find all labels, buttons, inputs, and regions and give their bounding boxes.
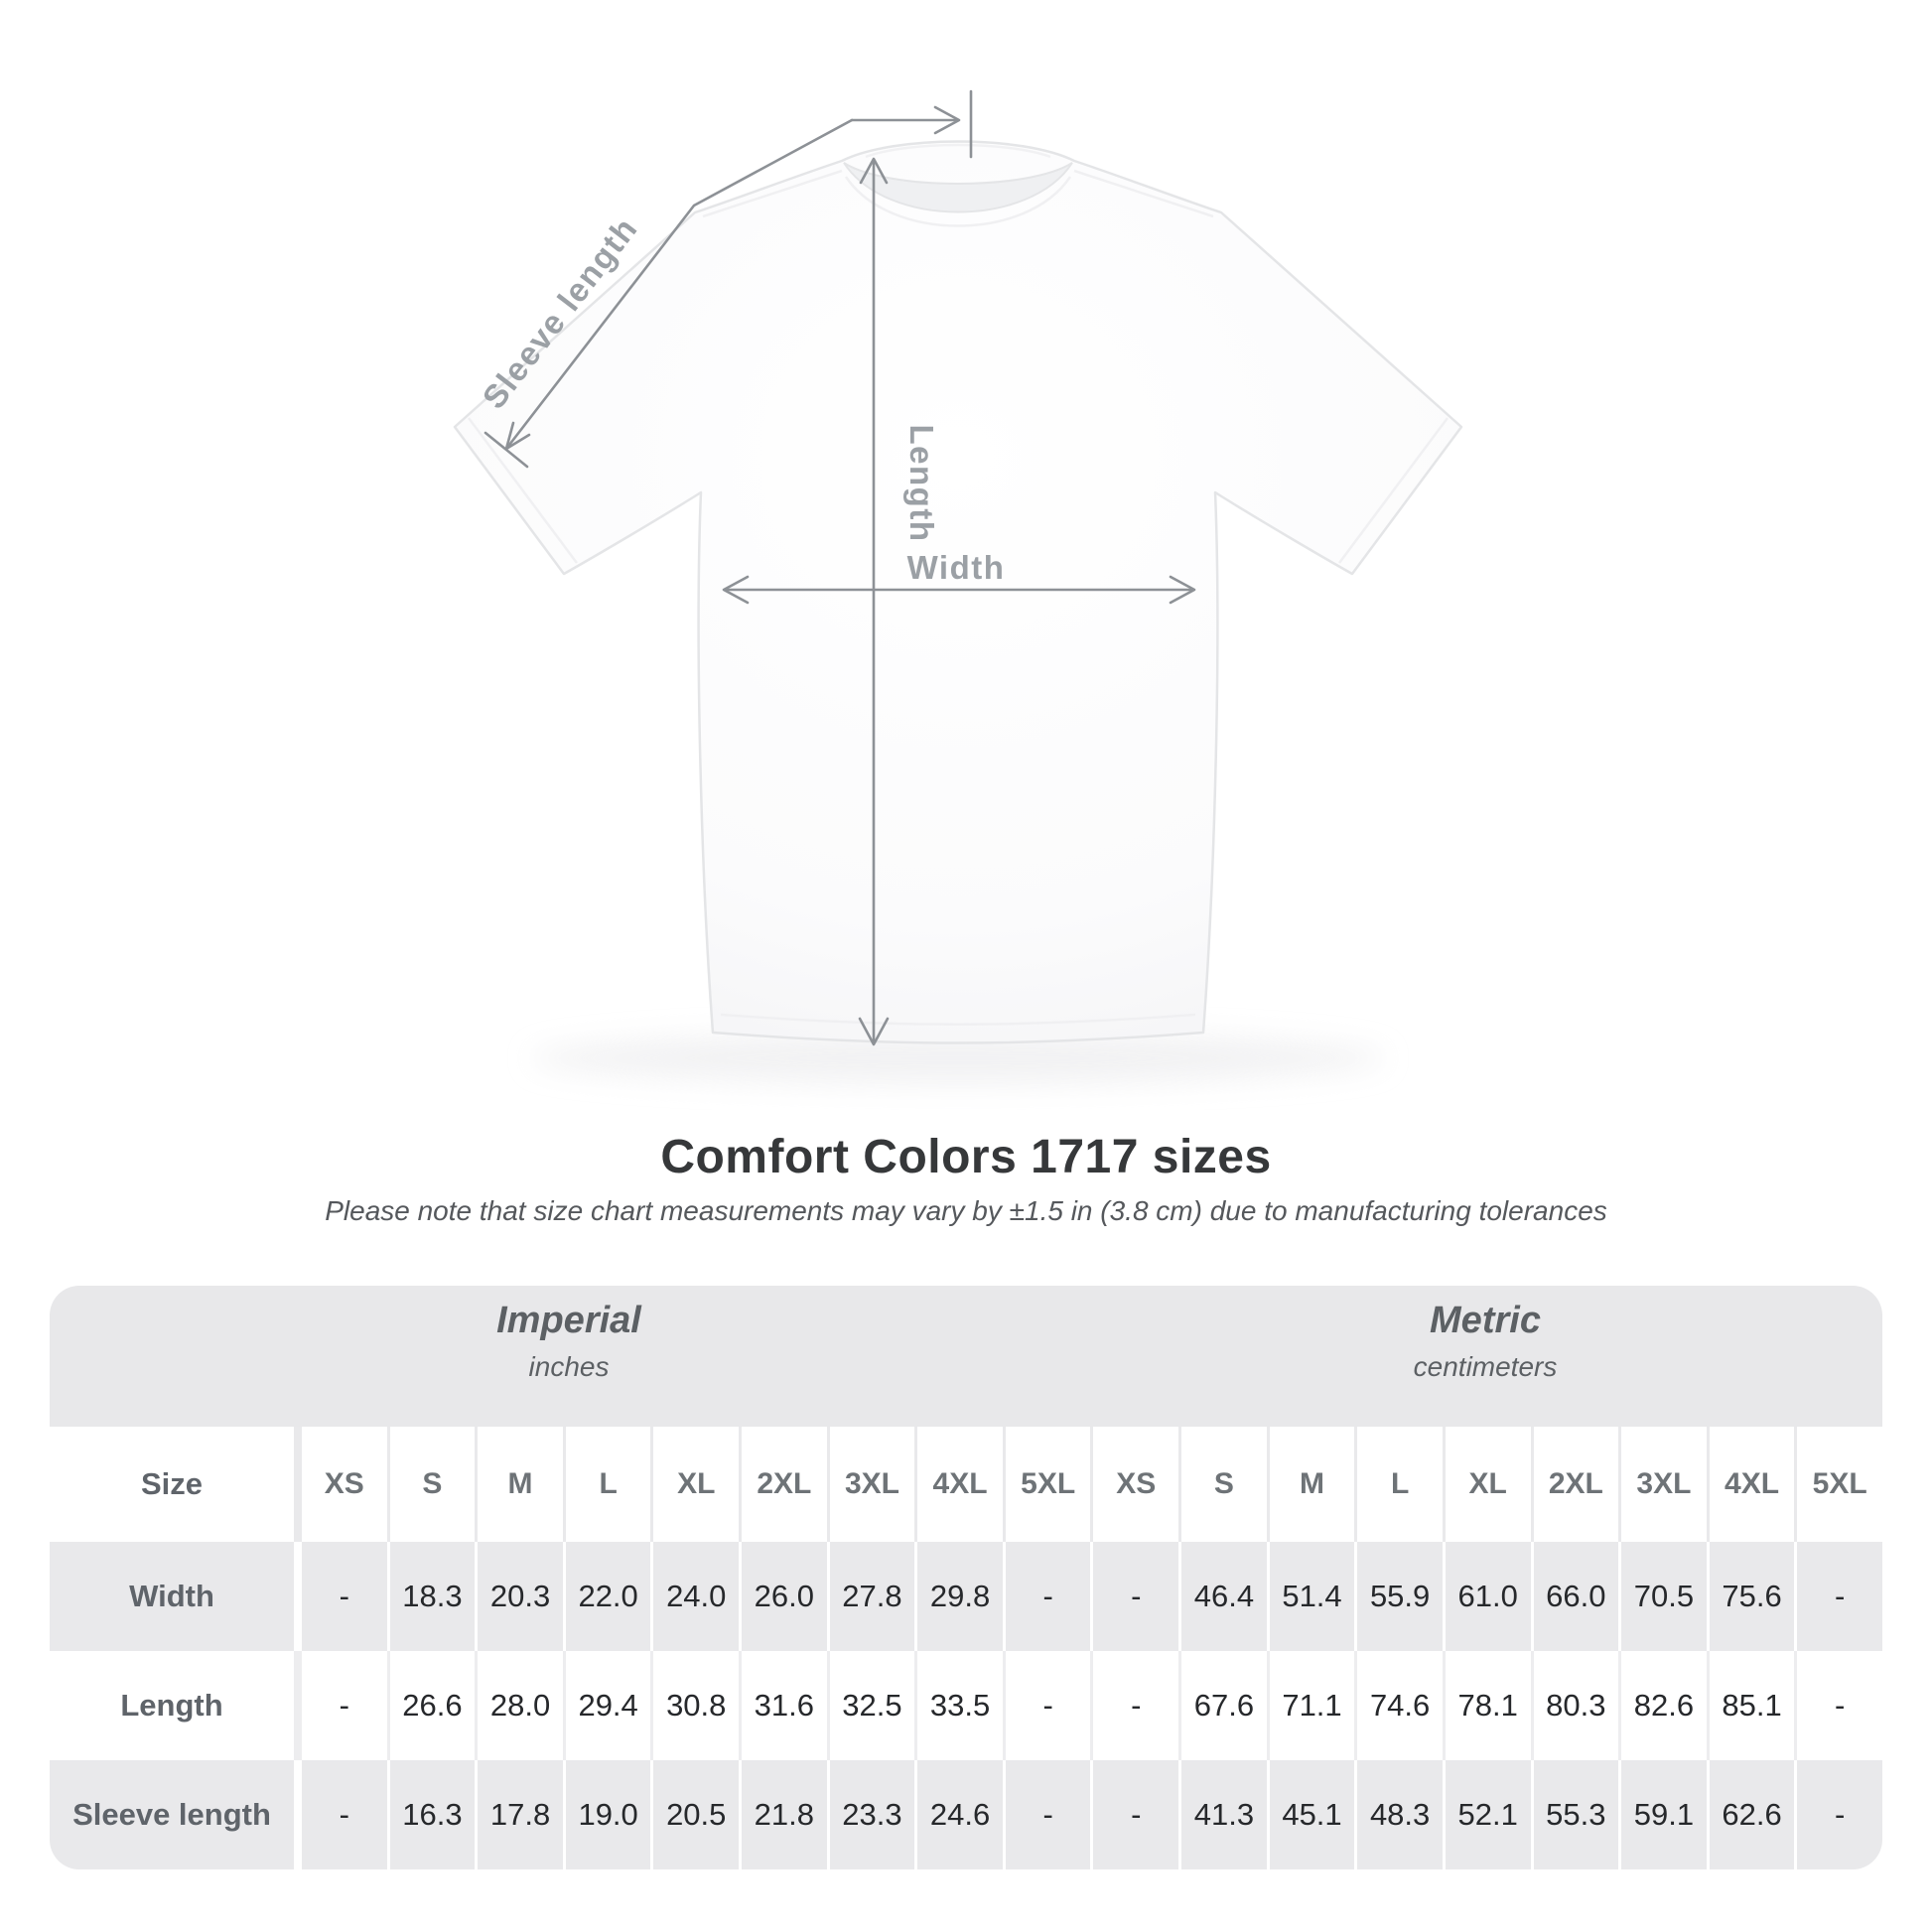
size-header-cell: M xyxy=(1266,1427,1355,1542)
length-measure-label: Length xyxy=(903,425,940,543)
value-cell: 27.8 xyxy=(826,1542,915,1651)
size-header-cell: S xyxy=(386,1427,476,1542)
value-cell: - xyxy=(1794,1760,1882,1869)
value-cell: 52.1 xyxy=(1442,1760,1531,1869)
value-cell: 30.8 xyxy=(650,1651,739,1760)
row-label: Sleeve length xyxy=(72,1797,271,1832)
size-header-cell: 3XL xyxy=(1618,1427,1707,1542)
value-cell: 82.6 xyxy=(1618,1651,1707,1760)
value-cell: - xyxy=(1090,1760,1178,1869)
value-cell: 23.3 xyxy=(826,1760,915,1869)
value-cell: 55.3 xyxy=(1530,1760,1619,1869)
value-cell: 32.5 xyxy=(826,1651,915,1760)
length-arrow xyxy=(858,157,890,1046)
metric-group-header: Metric centimeters xyxy=(1088,1286,1882,1427)
value-cell: - xyxy=(294,1651,387,1760)
value-cell: - xyxy=(1090,1542,1178,1651)
shirt-shadow xyxy=(531,1033,1385,1084)
value-cell: 46.4 xyxy=(1178,1542,1267,1651)
sleeve-length-arrow xyxy=(483,89,973,469)
value-cell: 31.6 xyxy=(739,1651,827,1760)
value-cell: 33.5 xyxy=(914,1651,1003,1760)
width-arrow xyxy=(722,575,1196,605)
value-cell: 45.1 xyxy=(1266,1760,1355,1869)
value-cell: 55.9 xyxy=(1354,1542,1443,1651)
value-cell: 19.0 xyxy=(562,1760,651,1869)
value-cell: 22.0 xyxy=(562,1542,651,1651)
value-cell: - xyxy=(294,1542,387,1651)
row-label: Length xyxy=(120,1688,223,1723)
value-cell: 66.0 xyxy=(1530,1542,1619,1651)
value-cell: 48.3 xyxy=(1354,1760,1443,1869)
size-header-cell: 2XL xyxy=(739,1427,827,1542)
table-header-row: Size XS S M L XL 2XL 3XL 4XL 5XL XS S M … xyxy=(50,1427,1882,1542)
size-header-cell: L xyxy=(562,1427,651,1542)
size-header-cell: 2XL xyxy=(1530,1427,1619,1542)
value-cell: 29.8 xyxy=(914,1542,1003,1651)
imperial-group-header: Imperial inches xyxy=(50,1286,1088,1427)
value-cell: 67.6 xyxy=(1178,1651,1267,1760)
value-cell: 41.3 xyxy=(1178,1760,1267,1869)
tshirt-shape xyxy=(453,140,1463,1044)
size-header-cell: M xyxy=(475,1427,563,1542)
size-table: Imperial inches Metric centimeters Size … xyxy=(50,1286,1882,1869)
table-row-sleeve-length: Sleeve length - 16.3 17.8 19.0 20.5 21.8… xyxy=(50,1760,1882,1869)
value-cell: 70.5 xyxy=(1618,1542,1707,1651)
value-cell: 26.6 xyxy=(386,1651,476,1760)
value-cell: 62.6 xyxy=(1706,1760,1795,1869)
value-cell: 85.1 xyxy=(1706,1651,1795,1760)
table-row-width: Width - 18.3 20.3 22.0 24.0 26.0 27.8 29… xyxy=(50,1542,1882,1651)
value-cell: - xyxy=(1794,1651,1882,1760)
tshirt-diagram: Sleeve length Length Width xyxy=(453,89,1463,1084)
size-header-cell: XL xyxy=(1442,1427,1531,1542)
imperial-sublabel: inches xyxy=(528,1351,610,1382)
value-cell: 17.8 xyxy=(475,1760,563,1869)
collar xyxy=(843,162,1073,213)
value-cell: 24.6 xyxy=(914,1760,1003,1869)
table-row-length: Length - 26.6 28.0 29.4 30.8 31.6 32.5 3… xyxy=(50,1651,1882,1760)
unit-band: Imperial inches Metric centimeters xyxy=(50,1286,1882,1427)
imperial-label: Imperial xyxy=(496,1300,641,1341)
page-title: Comfort Colors 1717 sizes xyxy=(660,1131,1272,1183)
size-header-cell: S xyxy=(1178,1427,1267,1542)
value-cell: 24.0 xyxy=(650,1542,739,1651)
metric-label: Metric xyxy=(1430,1300,1541,1341)
size-header-cell: 4XL xyxy=(914,1427,1003,1542)
size-header-cell: XS xyxy=(294,1427,387,1542)
size-header-cell: 4XL xyxy=(1706,1427,1795,1542)
value-cell: 61.0 xyxy=(1442,1542,1531,1651)
value-cell: 74.6 xyxy=(1354,1651,1443,1760)
value-cell: - xyxy=(294,1760,387,1869)
value-cell: 26.0 xyxy=(739,1542,827,1651)
value-cell: - xyxy=(1794,1542,1882,1651)
size-header-cell: L xyxy=(1354,1427,1443,1542)
value-cell: 80.3 xyxy=(1530,1651,1619,1760)
value-cell: 71.1 xyxy=(1266,1651,1355,1760)
metric-sublabel: centimeters xyxy=(1413,1351,1558,1382)
value-cell: 51.4 xyxy=(1266,1542,1355,1651)
value-cell: 20.3 xyxy=(475,1542,563,1651)
row-label: Width xyxy=(129,1579,214,1613)
value-cell: 18.3 xyxy=(386,1542,476,1651)
page-subtitle: Please note that size chart measurements… xyxy=(325,1195,1607,1226)
value-cell: 29.4 xyxy=(562,1651,651,1760)
size-header-cell: XS xyxy=(1090,1427,1178,1542)
value-cell: - xyxy=(1002,1542,1091,1651)
value-cell: 21.8 xyxy=(739,1760,827,1869)
value-cell: - xyxy=(1002,1651,1091,1760)
value-cell: 75.6 xyxy=(1706,1542,1795,1651)
size-header-cell: 5XL xyxy=(1002,1427,1091,1542)
value-cell: 20.5 xyxy=(650,1760,739,1869)
value-cell: - xyxy=(1002,1760,1091,1869)
value-cell: - xyxy=(1090,1651,1178,1760)
value-cell: 78.1 xyxy=(1442,1651,1531,1760)
size-column-header: Size xyxy=(140,1466,204,1501)
size-header-cell: 5XL xyxy=(1794,1427,1882,1542)
value-cell: 28.0 xyxy=(475,1651,563,1760)
width-measure-label: Width xyxy=(907,549,1006,586)
value-cell: 59.1 xyxy=(1618,1760,1707,1869)
value-cell: 16.3 xyxy=(386,1760,476,1869)
size-header-cell: XL xyxy=(650,1427,739,1542)
size-header-cell: 3XL xyxy=(826,1427,915,1542)
